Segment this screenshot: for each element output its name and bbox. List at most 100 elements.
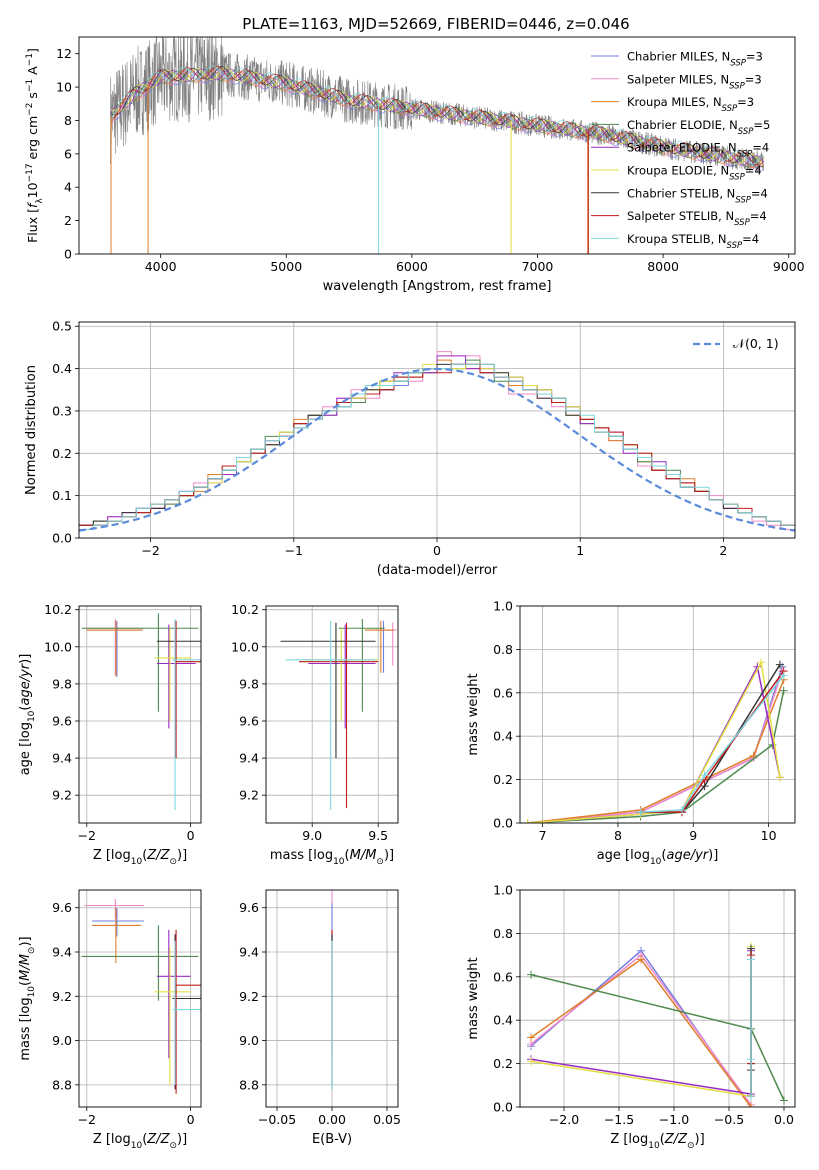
x-tick-label: −1	[285, 543, 303, 558]
legend-entry: Salpeter STELIB, NSSP=4	[627, 209, 767, 228]
legend-entry: Kroupa ELODIE, NSSP=4	[627, 164, 762, 183]
y-tick-label: 9.2	[239, 989, 259, 1004]
axes-frame	[265, 889, 399, 1108]
y-tick-label: 1.0	[493, 883, 513, 898]
plot-area-mass-vs-Z	[81, 898, 201, 1094]
x-axis-label: Z [log10(Z/Z⊙)]	[93, 848, 187, 867]
x-tick-label: 9.0	[302, 828, 322, 843]
y-tick-label: 0.2	[493, 772, 513, 787]
y-tick-label: 10.2	[231, 602, 259, 617]
y-tick-label: 1.0	[493, 599, 513, 614]
x-axis-label: mass [log10(M/M⊙)]	[270, 848, 394, 867]
y-tick-label: 0.4	[493, 1013, 513, 1028]
x-tick-label: 0.0	[774, 1112, 794, 1127]
model-line	[110, 69, 764, 167]
series-line-salpeter-miles	[527, 670, 783, 823]
y-tick-label: 4	[64, 180, 72, 195]
legend-entry: Kroupa MILES, NSSP=3	[627, 95, 754, 114]
x-tick-label: 5000	[270, 259, 302, 274]
x-tick-label: 10	[761, 828, 777, 843]
y-tick-label: 10.2	[44, 602, 72, 617]
y-tick-label: 9.0	[52, 1033, 72, 1048]
x-tick-label: 2	[719, 543, 727, 558]
x-axis-label: (data-model)/error	[377, 563, 498, 578]
y-tick-label: 9.2	[239, 788, 259, 803]
x-tick-label: 9.5	[368, 828, 388, 843]
y-axis-label: Normed distribution	[24, 365, 39, 495]
data-point	[747, 955, 755, 964]
y-tick-label: 9.6	[52, 713, 72, 728]
axes-massweight-vs-Z: −2.0 −1.5 −1.0 −0.5 0.0 0.0 0.2 0.4 0.6 0.8 1.0 mas…	[466, 883, 796, 1151]
y-tick-label: 2	[64, 213, 72, 228]
legend-entry: Chabrier MILES, NSSP=3	[627, 50, 763, 69]
x-tick-label: 0.00	[318, 1112, 346, 1127]
axes-frame	[519, 605, 796, 824]
y-tick-label: 9.4	[52, 751, 72, 766]
y-tick-label: 8	[64, 113, 72, 128]
axes-frame	[78, 36, 796, 255]
data-point	[677, 805, 686, 814]
data-point	[527, 970, 535, 979]
y-tick-label: 0.2	[493, 1056, 513, 1071]
y-axis-label: mass weight	[466, 957, 481, 1039]
x-tick-label: 4000	[145, 259, 177, 274]
legend-entry: 𝒩(0, 1)	[733, 336, 779, 351]
x-tick-label: 8000	[647, 259, 679, 274]
x-tick-label: 1	[576, 543, 584, 558]
y-tick-label: 0.2	[52, 446, 72, 461]
y-tick-label: 0.1	[52, 488, 72, 503]
y-tick-label: 9.4	[52, 945, 72, 960]
x-axis-label: age [log10(age/yr)]	[597, 848, 719, 867]
data-point	[700, 771, 709, 780]
x-tick-label: 9000	[773, 259, 805, 274]
y-tick-label: 0.8	[493, 642, 513, 657]
y-tick-label: 9.4	[239, 751, 259, 766]
y-tick-label: 0.8	[493, 926, 513, 941]
axes-mass-vs-Z: −2 0 8.8 9.0 9.2 9.4 9.6 Z [log10(Z/Z⊙)] mass [l…	[18, 889, 202, 1151]
y-tick-label: 9.8	[52, 676, 72, 691]
x-tick-label: −2	[78, 1112, 96, 1127]
plot-area-spectrum	[110, 37, 764, 254]
y-axis-label: mass weight	[466, 673, 481, 755]
y-tick-label: 10.0	[44, 639, 72, 654]
y-tick-label: 0.3	[52, 403, 72, 418]
y-tick-label: 9.4	[239, 945, 259, 960]
axes-age-vs-Z: −2 0 9.2 9.4 9.6 9.8 10.0 10.2 Z [log10(Z/Z⊙)] ag…	[18, 602, 202, 867]
x-tick-label: 0	[187, 1112, 195, 1127]
axes-massweight-vs-age: 7 8 9 10 0.0 0.2 0.4 0.6 0.8 1.0 mass weight age [l…	[466, 599, 796, 867]
data-point	[779, 671, 788, 680]
x-tick-label: −2	[78, 828, 96, 843]
y-tick-label: 9.8	[239, 676, 259, 691]
axes-residuals: −2 −1 0 1 2 0.0 0.1 0.2 0.3 0.4 0.5 (data-model)/er…	[24, 319, 796, 578]
x-tick-label: −2	[141, 543, 159, 558]
y-tick-label: 9.2	[52, 788, 72, 803]
y-tick-label: 0.4	[52, 361, 72, 376]
x-tick-label: −1.0	[659, 1112, 689, 1127]
model-line	[110, 65, 764, 165]
legend: Chabrier MILES, NSSP=3 Salpeter MILES, NS…	[591, 50, 770, 251]
y-tick-label: 0.6	[493, 969, 513, 984]
axes-spectrum: 4000 5000 6000 7000 8000 9000 0 2 4 6 8 10 12 wavelen…	[25, 36, 805, 294]
x-tick-label: −1.5	[604, 1112, 634, 1127]
y-tick-label: 0.0	[493, 1100, 513, 1115]
data-point	[757, 658, 766, 667]
x-axis-label: E(B-V)	[312, 1132, 352, 1147]
legend-entry: Salpeter MILES, NSSP=3	[627, 72, 762, 91]
figure-title: PLATE=1163, MJD=52669, FIBERID=0446, z=0…	[242, 15, 629, 33]
x-axis-label: Z [log10(Z/Z⊙)]	[93, 1132, 187, 1151]
axes-frame	[265, 605, 399, 824]
y-tick-label: 9.6	[239, 900, 259, 915]
series-line-kroupa-elodie	[527, 660, 781, 823]
x-tick-label: −0.05	[258, 1112, 296, 1127]
y-tick-label: 8.8	[52, 1077, 72, 1092]
x-tick-label: 7000	[522, 259, 554, 274]
x-tick-label: 6000	[396, 259, 428, 274]
axes-frame	[519, 889, 796, 1108]
axes-frame	[78, 605, 202, 824]
x-tick-label: −0.5	[714, 1112, 744, 1127]
y-tick-label: 9.6	[239, 713, 259, 728]
y-tick-label: 9.2	[52, 989, 72, 1004]
plot-area-age-vs-mass	[280, 618, 397, 811]
data-point	[747, 1103, 755, 1107]
